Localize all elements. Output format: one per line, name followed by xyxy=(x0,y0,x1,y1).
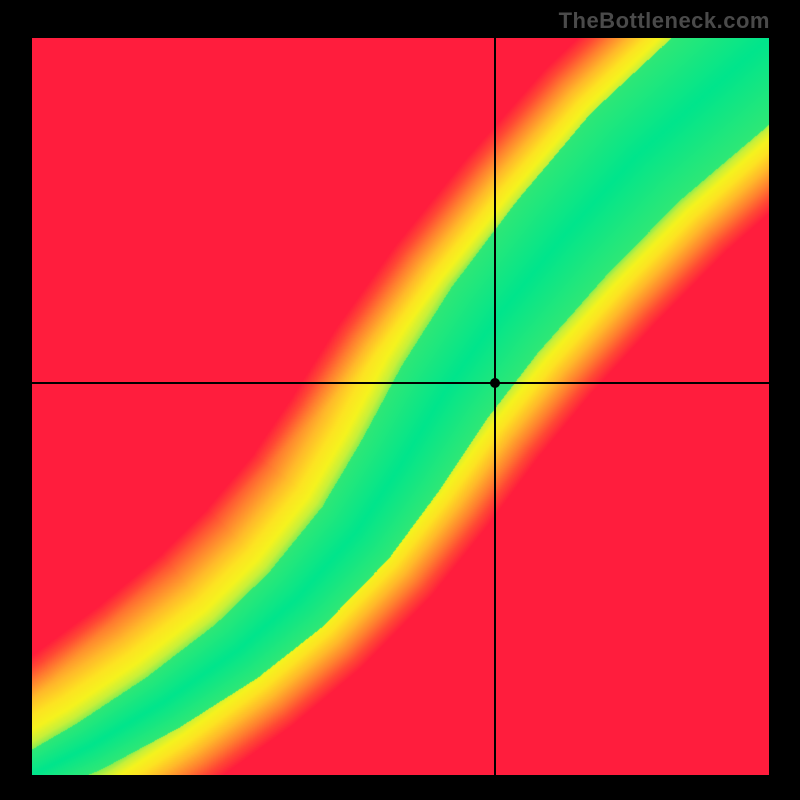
marker-dot xyxy=(490,378,500,388)
chart-container: TheBottleneck.com xyxy=(0,0,800,800)
crosshair-vertical xyxy=(494,38,496,775)
plot-frame xyxy=(32,38,769,775)
crosshair-horizontal xyxy=(32,382,769,384)
watermark-text: TheBottleneck.com xyxy=(559,8,770,34)
heatmap-canvas xyxy=(32,38,769,775)
